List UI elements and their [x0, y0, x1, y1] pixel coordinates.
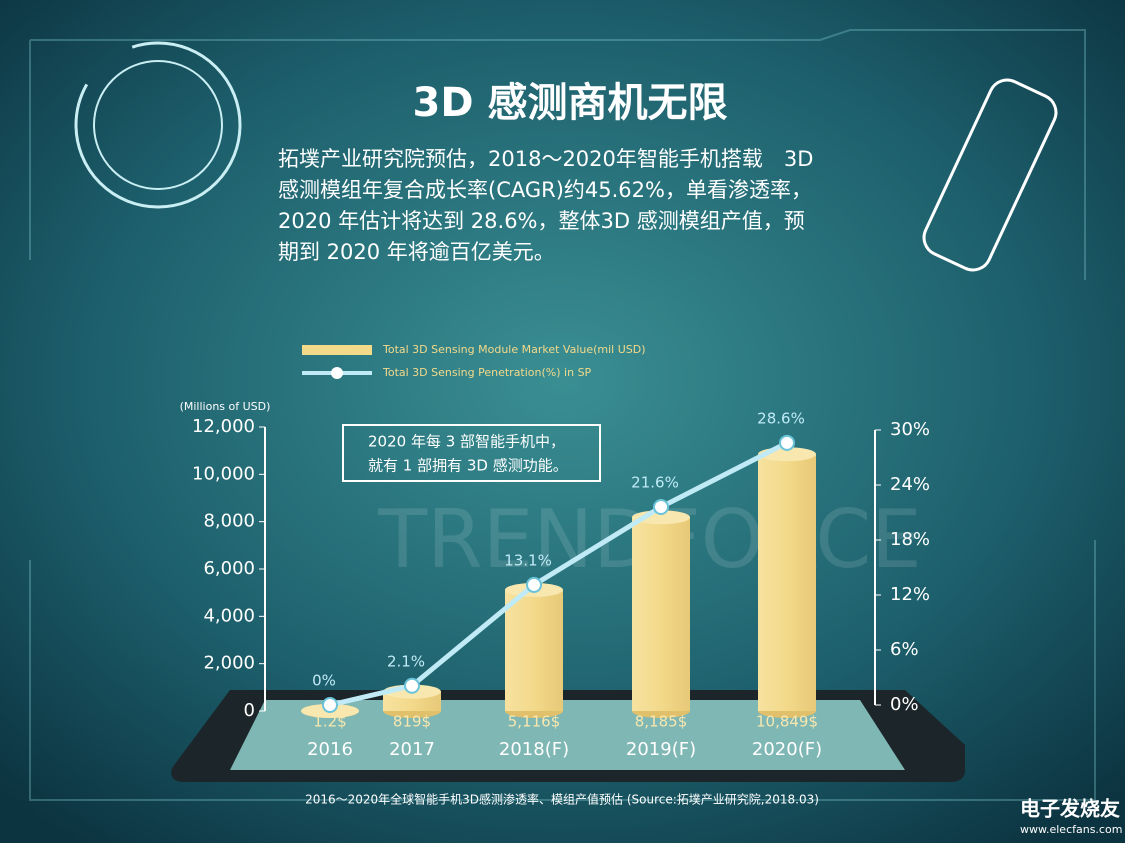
x-tick-label: 2016	[307, 739, 353, 760]
bar-value-label: 5,116$	[508, 713, 561, 731]
y2-tick-label: 6%	[890, 639, 919, 660]
bar-value-label: 8,185$	[635, 713, 688, 731]
logo-name: 电子发烧友	[1020, 797, 1120, 821]
phone-outline	[922, 78, 1058, 272]
frame	[29, 29, 1096, 801]
deco-circle	[93, 60, 223, 190]
x-tick-label: 2020(F)	[752, 739, 822, 760]
y-tick-label: 0	[244, 700, 255, 721]
legend-swatch	[302, 345, 372, 355]
line-value-label: 0%	[312, 672, 336, 690]
bar	[632, 517, 690, 711]
line-point	[653, 499, 669, 515]
line-value-label: 13.1%	[504, 551, 552, 569]
legend-label: Total 3D Sensing Module Market Value(mil…	[382, 343, 646, 356]
y2-tick-label: 12%	[890, 584, 930, 605]
annotation-line: 就有 1 部拥有 3D 感测功能。	[368, 457, 568, 475]
y-axis-label: (Millions of USD)	[180, 400, 271, 413]
line-value-label: 2.1%	[387, 652, 425, 670]
x-tick-label: 2019(F)	[626, 739, 696, 760]
annotation-box	[342, 424, 601, 482]
description-line: 期到 2020 年将逾百亿美元。	[278, 240, 555, 264]
description-line: 2020 年估计将达到 28.6%，整体3D 感测模组产值，预	[278, 209, 805, 233]
y2-tick-label: 24%	[890, 474, 930, 495]
annotation-line: 2020 年每 3 部智能手机中，	[368, 433, 565, 451]
y-tick-label: 8,000	[203, 511, 255, 532]
line-point	[779, 434, 795, 451]
bar-value-label: 819$	[393, 713, 431, 731]
bar	[505, 589, 563, 711]
phone-screen	[230, 700, 905, 770]
source: 2016～2020年全球智能手机3D感测渗透率、模组产值预估 (Source:拓…	[305, 792, 819, 807]
logo-url: www.elecfans.com	[1020, 823, 1122, 836]
bar-value-label: 10,849$	[756, 713, 818, 731]
line-value-label: 28.6%	[757, 409, 805, 427]
y-tick-label: 2,000	[203, 653, 255, 674]
y-tick-label: 12,000	[192, 416, 255, 437]
line-point	[526, 576, 542, 593]
line-point	[322, 697, 338, 713]
legend-label: Total 3D Sensing Penetration(%) in SP	[382, 366, 592, 379]
y2-tick-label: 0%	[890, 694, 919, 715]
title: 3D 感测商机无限	[413, 80, 728, 126]
x-tick-label: 2017	[389, 739, 435, 760]
x-tick-label: 2018(F)	[499, 739, 569, 760]
line-point	[404, 677, 420, 694]
y-tick-label: 10,000	[192, 463, 255, 484]
y-tick-label: 4,000	[203, 605, 255, 626]
line-value-label: 21.6%	[631, 474, 679, 492]
bar	[758, 454, 816, 711]
y-tick-label: 6,000	[203, 558, 255, 579]
description-line: 拓墣产业研究院预估，2018～2020年智能手机搭载 3D	[278, 147, 813, 171]
y2-tick-label: 30%	[890, 419, 930, 440]
y2-tick-label: 18%	[890, 529, 930, 550]
deco-circle	[74, 41, 242, 209]
bar-value-label: 1.2$	[313, 713, 346, 731]
description-line: 感测模组年复合成长率(CAGR)约45.62%，单看渗透率，	[278, 178, 812, 202]
legend-swatch	[331, 367, 343, 379]
